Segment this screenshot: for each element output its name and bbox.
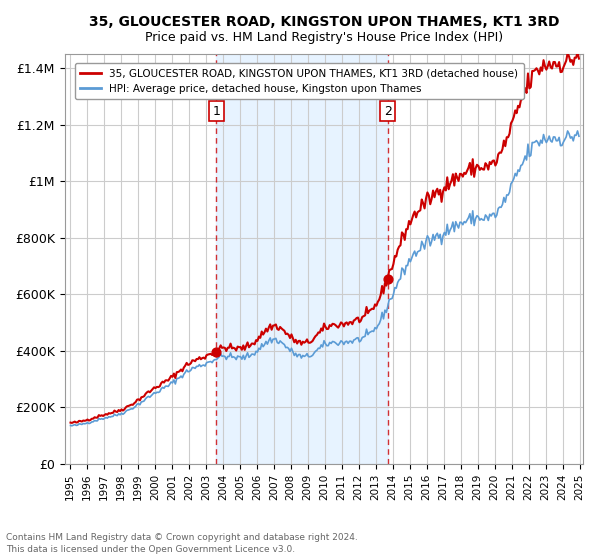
Point — [383, 274, 392, 283]
Text: Contains HM Land Registry data © Crown copyright and database right 2024.
This d: Contains HM Land Registry data © Crown c… — [6, 533, 358, 554]
Text: 1: 1 — [212, 105, 220, 118]
Legend: 35, GLOUCESTER ROAD, KINGSTON UPON THAMES, KT1 3RD (detached house), HPI: Averag: 35, GLOUCESTER ROAD, KINGSTON UPON THAME… — [75, 63, 524, 99]
Title: 35, GLOUCESTER ROAD, KINGSTON UPON THAMES, KT1 3RD: 35, GLOUCESTER ROAD, KINGSTON UPON THAME… — [89, 15, 559, 29]
Bar — [217, 54, 388, 464]
Text: Price paid vs. HM Land Registry's House Price Index (HPI): Price paid vs. HM Land Registry's House … — [145, 31, 503, 44]
Point — [212, 347, 221, 356]
Text: 2: 2 — [384, 105, 392, 118]
